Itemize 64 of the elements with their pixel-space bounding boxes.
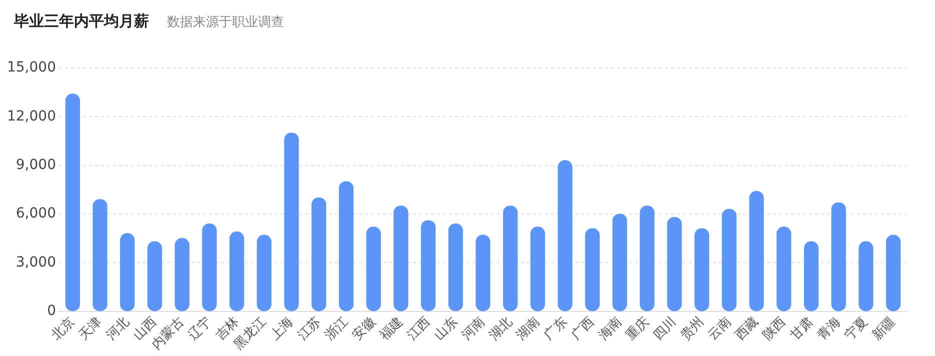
bar [312, 197, 326, 312]
x-tick-label: 山东 [432, 314, 461, 344]
bar [284, 132, 299, 312]
x-tick-label: 甘肃 [787, 314, 816, 344]
x-tick-label: 天津 [76, 314, 106, 344]
bar [202, 223, 217, 312]
x-tick-label: 江西 [404, 314, 434, 344]
bar [612, 214, 628, 312]
x-tick-label: 重庆 [623, 314, 652, 344]
bar [229, 232, 244, 312]
bar [831, 202, 846, 312]
bar [394, 206, 408, 312]
bar [585, 228, 600, 312]
y-tick-label: 15,000 [6, 60, 56, 76]
bar [256, 234, 272, 312]
x-tick-label: 上海 [268, 314, 297, 344]
x-tick-label: 贵州 [678, 314, 708, 344]
chart-title: 毕业三年内平均月薪 [14, 12, 149, 31]
bar [558, 160, 572, 312]
x-tick-label: 陕西 [760, 314, 790, 344]
bar [92, 199, 108, 312]
x-tick-label: 西藏 [732, 314, 762, 344]
bar [174, 238, 190, 312]
bar [776, 226, 792, 312]
bar [448, 223, 463, 312]
x-tick-label: 辽宁 [184, 314, 215, 344]
y-tick-label: 3,000 [16, 254, 56, 270]
x-tick-label: 新疆 [870, 314, 899, 344]
y-tick-label: 12,000 [6, 108, 56, 124]
bar [65, 94, 80, 312]
bar [503, 206, 518, 312]
bar [667, 216, 682, 312]
x-tick-label: 宁夏 [841, 314, 872, 344]
x-tick-label: 福建 [377, 314, 406, 344]
chart-subtitle: 数据来源于职业调查 [167, 14, 284, 31]
bar [120, 233, 135, 312]
x-tick-label: 青海 [814, 314, 844, 344]
bar [147, 241, 162, 312]
bar [338, 181, 354, 312]
x-tick-label: 四川 [650, 314, 680, 344]
x-tick-label: 河南 [459, 314, 488, 344]
bar [749, 190, 764, 312]
x-tick-label: 河北 [104, 314, 133, 344]
y-tick-label: 9,000 [16, 156, 56, 173]
bar [722, 208, 737, 312]
bar [366, 226, 381, 312]
x-tick-label: 安徽 [349, 314, 379, 344]
bar [804, 241, 819, 312]
x-tick-label: 广东 [541, 314, 570, 344]
bar [476, 234, 490, 312]
bar [640, 206, 654, 312]
x-tick-label: 云南 [705, 314, 734, 344]
bar [886, 234, 901, 312]
bar [420, 220, 436, 312]
x-tick-label: 湖北 [486, 314, 516, 344]
x-tick-label: 广西 [568, 314, 598, 344]
x-tick-label: 湖南 [514, 314, 543, 344]
bar [694, 228, 710, 312]
x-tick-label: 海南 [596, 314, 625, 344]
y-tick-label: 6,000 [16, 206, 56, 222]
x-tick-label: 浙江 [322, 314, 352, 344]
bar [530, 226, 546, 312]
bar [858, 241, 874, 312]
x-tick-label: 江苏 [295, 314, 324, 344]
